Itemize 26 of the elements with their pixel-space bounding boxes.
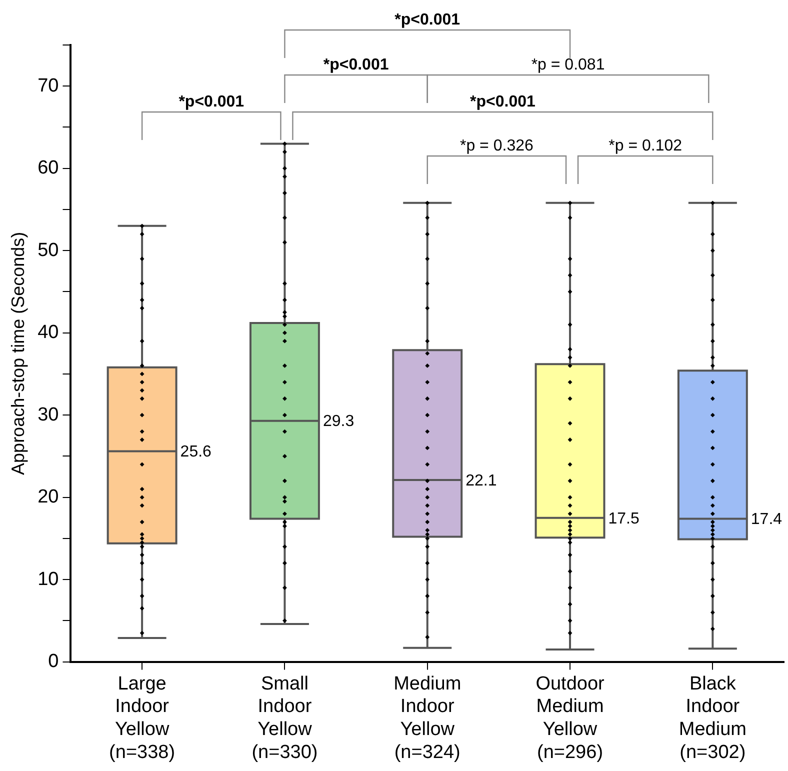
y-tick-label: 10 (38, 568, 59, 590)
y-tick-label: 50 (38, 240, 59, 261)
y-tick-label: 0 (48, 651, 59, 672)
x-tick-label: Large Indoor Yellow (n=338) (109, 673, 176, 763)
x-tick-label: Black Indoor Medium (n=302) (678, 673, 746, 763)
annotation: *p<0.001 (323, 56, 389, 74)
annotation: *p = 0.081 (531, 56, 605, 74)
text: 17.5 (608, 510, 640, 528)
x-tick-label: Medium Indoor Yellow (n=324) (394, 673, 462, 763)
annotation: *p<0.001 (470, 93, 536, 110)
y-tick-label: 70 (38, 75, 59, 96)
x-tick-label: Outdoor Medium Yellow (n=296) (536, 673, 606, 763)
annotation: *p = 0.326 (460, 137, 534, 154)
y-tick-label: 20 (38, 486, 59, 508)
text: 22.1 (466, 472, 497, 490)
text: 17.4 (750, 511, 782, 528)
annotation: *p<0.001 (178, 93, 244, 110)
y-tick-label: 40 (38, 322, 59, 344)
text: 29.3 (322, 413, 354, 430)
x-tick-label: Small Indoor Yellow (n=330) (252, 673, 318, 763)
y-axis-title: Approach-stop time (Seconds) (8, 232, 28, 475)
annotation: *p = 0.102 (608, 137, 682, 154)
y-tick-label: 60 (38, 158, 59, 179)
y-tick-label: 30 (38, 404, 59, 426)
text: 25.6 (180, 444, 212, 461)
text: *p<0.001 (394, 11, 460, 28)
